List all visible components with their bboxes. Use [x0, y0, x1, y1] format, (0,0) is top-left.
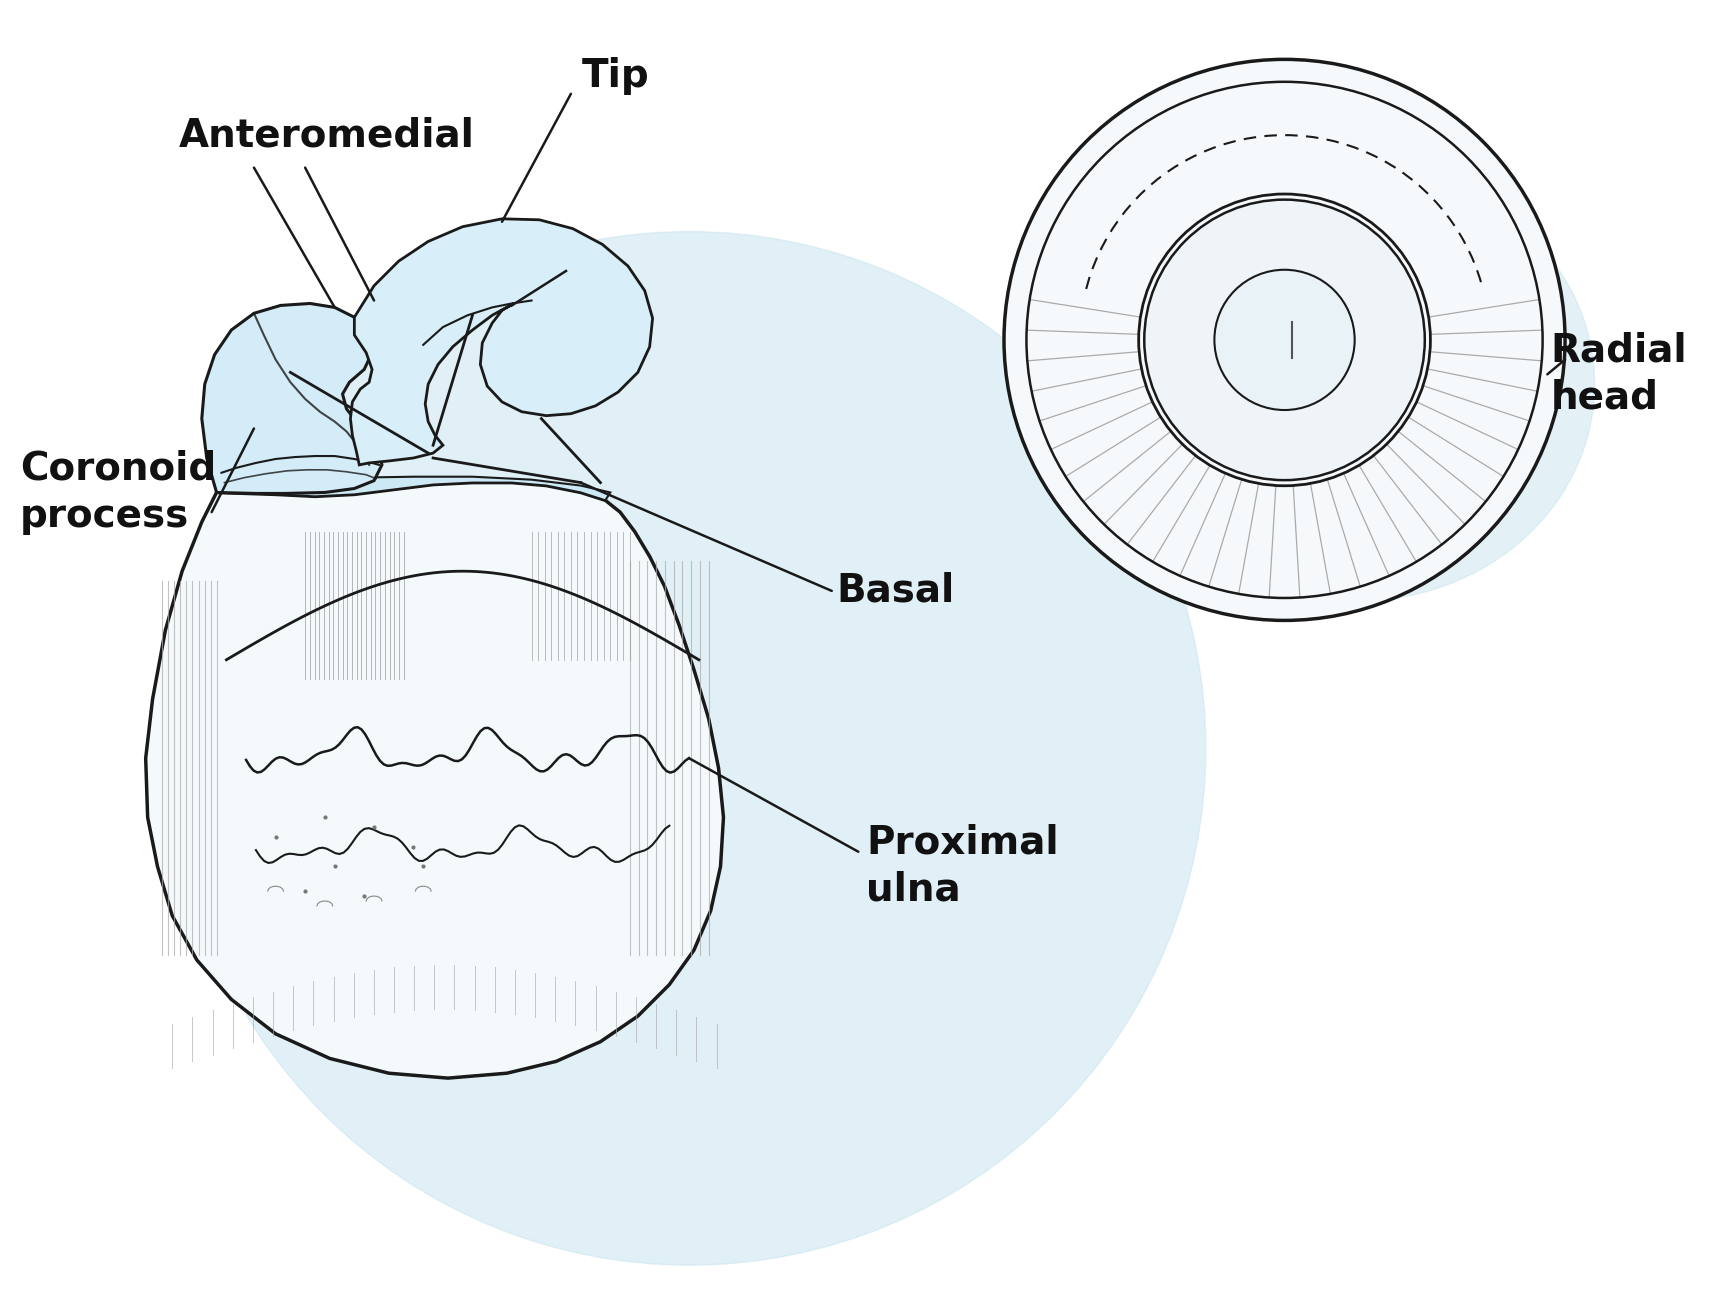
- Text: Basal: Basal: [837, 572, 955, 610]
- Polygon shape: [146, 482, 724, 1078]
- Polygon shape: [202, 304, 382, 494]
- Ellipse shape: [1144, 199, 1424, 480]
- Text: Tip: Tip: [582, 57, 649, 96]
- Ellipse shape: [173, 231, 1205, 1265]
- Ellipse shape: [1003, 59, 1565, 621]
- Text: Anteromedial: Anteromedial: [180, 116, 474, 154]
- Ellipse shape: [1121, 168, 1594, 601]
- Text: Coronoid
process: Coronoid process: [19, 450, 216, 535]
- Text: Radial
head: Radial head: [1551, 332, 1686, 416]
- Text: Proximal
ulna: Proximal ulna: [866, 824, 1058, 909]
- Polygon shape: [216, 477, 609, 500]
- Polygon shape: [351, 219, 652, 465]
- Ellipse shape: [1214, 270, 1354, 410]
